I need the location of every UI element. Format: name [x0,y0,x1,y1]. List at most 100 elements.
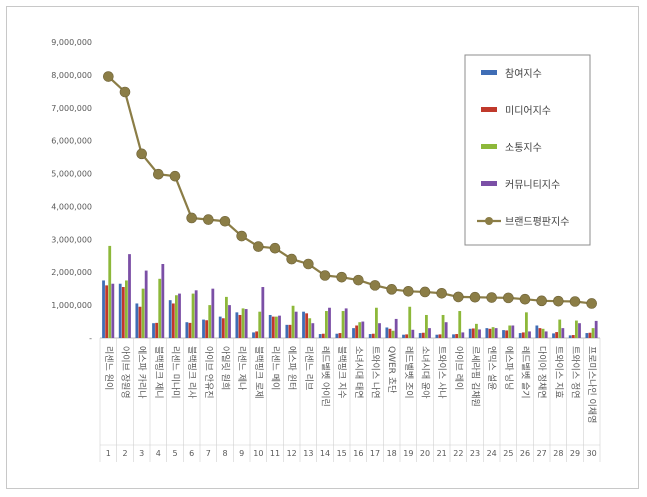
bar [588,332,592,338]
y-tick-label: 3,000,000 [51,235,92,244]
bar [518,333,522,338]
y-tick-label: 9,000,000 [51,38,92,47]
category-label: 리센느 제나 [236,346,247,390]
bar [335,333,339,338]
bar [294,311,298,338]
line-point [403,285,414,297]
bar [541,328,545,338]
category-label: 엔믹스 설윤 [486,346,498,390]
rank-label: 29 [570,449,580,458]
category-label: 리센느 리브 [303,346,314,390]
line-point [269,242,281,254]
bar [544,331,548,338]
category-label: 블랙핑크 지수 [336,346,347,399]
bar [225,296,228,338]
legend-label: 참여지수 [505,68,542,80]
bar [308,318,312,338]
bar [105,285,109,338]
bar [268,314,272,338]
bar [408,306,412,338]
rank-label: 17 [370,449,380,458]
category-label: 블랙핑크 리사 [186,346,197,399]
bar [478,329,481,338]
bar [144,270,148,338]
line-point [436,287,447,299]
category-labels: 리센느 원이 1 아이브 장원영 2 에스파 카리나 3 블랙핑크 제니 4 리센느 미나미 5 블… [99,338,601,462]
line-point [419,286,431,298]
line-point [519,293,531,305]
bar [461,332,465,338]
line-point [553,295,564,307]
bar [405,334,409,338]
bar [471,328,475,338]
bar [271,316,275,338]
line-point [169,170,181,182]
bar [305,313,309,338]
bar [555,332,559,338]
bar [325,311,328,338]
legend-swatch [481,144,497,149]
category-label: 리센느 메이 [270,346,281,390]
bar [221,318,225,338]
category-label: 소녀시대 태연 [353,346,364,399]
rank-label: 4 [156,449,161,458]
bar [552,333,555,338]
line-point [136,148,147,160]
line-point [536,295,547,307]
line-point [336,271,347,283]
bar [558,319,562,338]
bar [211,288,215,338]
bar [371,333,375,338]
rank-label: 30 [587,449,597,458]
rank-label: 7 [206,449,211,458]
y-tick-label: 1,000,000 [51,301,92,310]
category-label: 레드벨벳 슬기 [520,346,531,399]
rank-label: 23 [470,449,480,458]
bar [355,325,359,338]
bar [152,323,155,338]
bar [202,319,205,338]
line-point [586,298,597,309]
bar [285,324,289,338]
bar [575,320,578,338]
bar [494,328,498,338]
line-point [236,230,247,242]
line-point [569,296,581,307]
line-point [369,280,381,291]
category-label: 블랙핑크 로제 [253,346,264,399]
category-label: 레드벨벳 조이 [403,346,414,399]
bar [155,322,159,338]
legend-label: 커뮤니티지수 [505,179,560,191]
bar [378,323,381,338]
line-point [353,274,364,286]
category-label: 아일릿 원희 [220,346,232,390]
legend-swatch [481,70,497,75]
bar [228,305,231,338]
bar [458,311,462,338]
y-tick-label: 2,000,000 [51,268,92,277]
bar [578,323,581,338]
category-label: 프로미스나인 이채영 [586,346,597,423]
rank-label: 1 [106,449,111,458]
category-label: 아이브 장원영 [120,346,131,399]
line-point [453,291,464,303]
y-tick-label: 6,000,000 [51,137,92,146]
bar [388,328,392,338]
rank-label: 15 [337,449,347,458]
bar-series [102,245,598,338]
y-tick-label: - [89,334,92,343]
bar [441,314,445,338]
category-label: 리센느 미나미 [170,346,181,399]
chart-frame [6,6,639,489]
bar [535,325,539,338]
line-point [103,71,114,82]
bar [505,330,509,338]
rank-label: 14 [320,449,330,458]
bar [321,333,325,338]
bar [368,334,372,338]
bar [418,333,422,338]
bar [194,290,198,338]
bar [402,334,405,338]
bar [185,322,189,338]
bar [358,322,362,338]
